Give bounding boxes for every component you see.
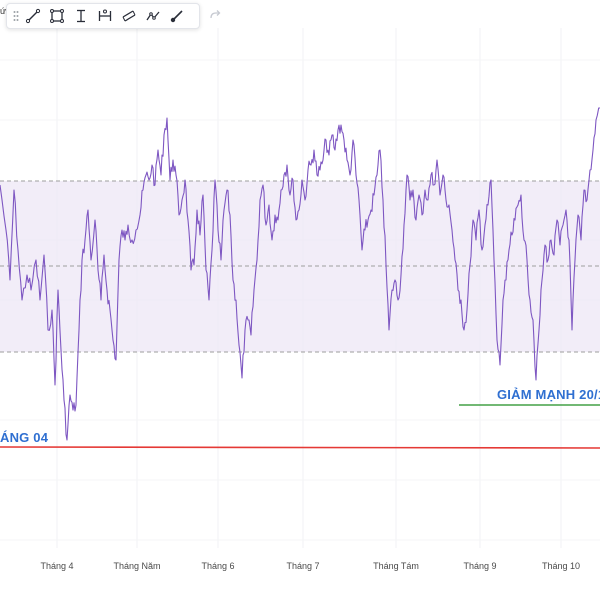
red-line-annotation: ÁNG 04 [0,430,49,445]
rectangle-button[interactable] [45,5,69,27]
redo-icon [210,10,221,19]
x-tick-label: Tháng 9 [463,561,497,571]
toolbar-drag-handle-icon[interactable] [11,5,21,27]
x-tick-label: Tháng Năm [113,561,161,571]
path-button[interactable] [141,5,165,27]
price-range-icon [77,9,85,23]
parallel-channel-icon [122,10,136,22]
indicator-series-line [0,107,600,441]
rectangle-icon [50,9,64,23]
price-range-button[interactable] [69,5,93,27]
trend-line-icon [25,8,41,24]
x-tick-label: Tháng 6 [201,561,235,571]
x-tick-label: Tháng 10 [541,561,581,571]
symbol-fragment: ức [0,6,8,16]
date-range-icon [98,9,112,21]
x-tick-label: Tháng 7 [286,561,320,571]
brush-icon [170,10,183,23]
brush-button[interactable] [165,5,189,27]
parallel-channel-button[interactable] [117,5,141,27]
x-tick-label: Tháng Tám [373,561,419,571]
redo-button[interactable] [206,6,224,24]
green-line-annotation: GIẢM MẠNH 20/1 [497,387,600,402]
red-reference-line [0,446,600,449]
path-icon [146,11,160,21]
date-range-button[interactable] [93,5,117,27]
trend-line-button[interactable] [21,5,45,27]
drawing-toolbar [6,3,200,29]
x-tick-label: Tháng 4 [40,561,74,571]
